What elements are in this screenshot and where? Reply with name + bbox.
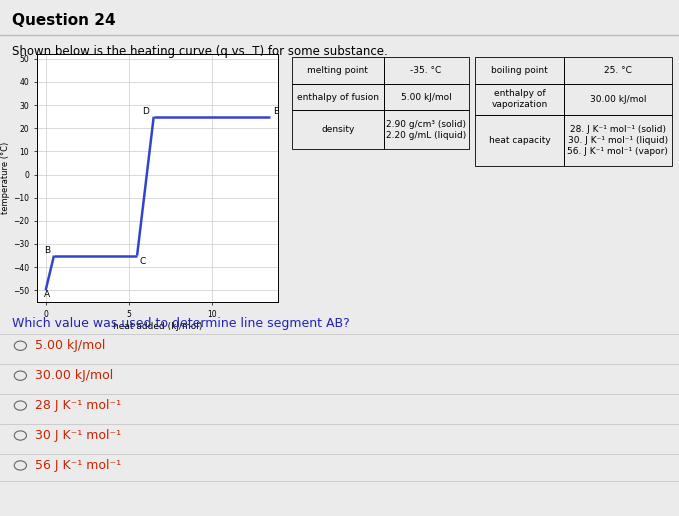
Text: Which value was used to determine line segment AB?: Which value was used to determine line s… — [12, 317, 350, 330]
Text: C: C — [140, 257, 146, 266]
Text: Shown below is the heating curve (q vs. T) for some substance.: Shown below is the heating curve (q vs. … — [12, 45, 388, 58]
Text: 2.90 g/cm³ (solid): 2.90 g/cm³ (solid) — [386, 120, 466, 128]
Text: 28 J K⁻¹ mol⁻¹: 28 J K⁻¹ mol⁻¹ — [35, 399, 122, 412]
Text: vaporization: vaporization — [492, 100, 547, 109]
Y-axis label: temperature (°C): temperature (°C) — [1, 142, 10, 214]
X-axis label: heat added (kJ/mol): heat added (kJ/mol) — [113, 322, 202, 331]
Text: heat capacity: heat capacity — [489, 136, 550, 145]
Text: enthalpy of fusion: enthalpy of fusion — [297, 92, 379, 102]
Text: D: D — [143, 107, 149, 116]
Text: 56. J K⁻¹ mol⁻¹ (vapor): 56. J K⁻¹ mol⁻¹ (vapor) — [568, 147, 668, 156]
Text: A: A — [44, 290, 50, 299]
Text: 30.00 kJ/mol: 30.00 kJ/mol — [35, 369, 113, 382]
Text: 2.20 g/mL (liquid): 2.20 g/mL (liquid) — [386, 131, 466, 140]
Text: 28. J K⁻¹ mol⁻¹ (solid): 28. J K⁻¹ mol⁻¹ (solid) — [570, 124, 666, 134]
Text: 25. °C: 25. °C — [604, 66, 632, 75]
Text: density: density — [321, 125, 354, 134]
Text: E: E — [273, 107, 278, 116]
Text: melting point: melting point — [308, 66, 368, 75]
Text: 30.00 kJ/mol: 30.00 kJ/mol — [589, 94, 646, 104]
Text: B: B — [44, 246, 50, 255]
Text: 30. J K⁻¹ mol⁻¹ (liquid): 30. J K⁻¹ mol⁻¹ (liquid) — [568, 136, 668, 145]
Text: 5.00 kJ/mol: 5.00 kJ/mol — [401, 92, 452, 102]
Text: Question 24: Question 24 — [12, 13, 116, 28]
Text: enthalpy of: enthalpy of — [494, 89, 545, 98]
Text: 5.00 kJ/mol: 5.00 kJ/mol — [35, 339, 106, 352]
Text: 30 J K⁻¹ mol⁻¹: 30 J K⁻¹ mol⁻¹ — [35, 429, 122, 442]
Text: boiling point: boiling point — [491, 66, 548, 75]
Text: -35. °C: -35. °C — [410, 66, 442, 75]
Text: 56 J K⁻¹ mol⁻¹: 56 J K⁻¹ mol⁻¹ — [35, 459, 122, 472]
